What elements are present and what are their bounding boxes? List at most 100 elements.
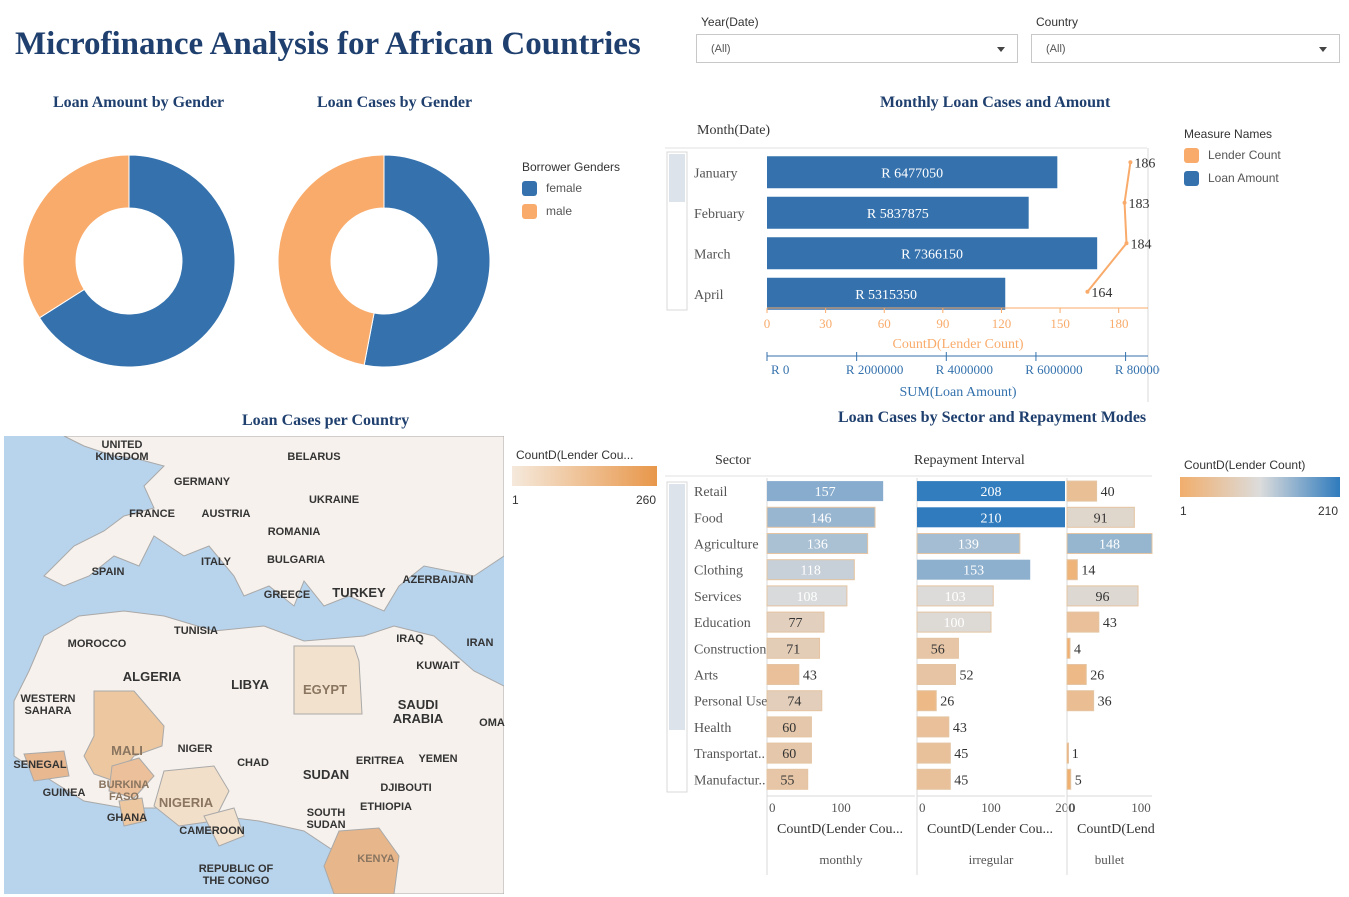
map-label: DJIBOUTI (380, 782, 432, 794)
legend-swatch (522, 204, 537, 220)
month-label: February (694, 207, 745, 222)
lender-count-point[interactable] (1124, 241, 1129, 246)
sector-bar[interactable] (916, 611, 992, 633)
sector-bar-label: 91 (1094, 511, 1108, 526)
sector-bar[interactable] (916, 664, 956, 685)
sector-bar-label: 74 (787, 695, 801, 710)
sector-axis-label: CountD(Lender Cou... (777, 822, 903, 837)
loan-amount-bar[interactable] (767, 196, 1029, 229)
sector-bar[interactable] (916, 716, 950, 738)
sector-bar[interactable] (1066, 559, 1078, 581)
sector-label: Construction (694, 642, 766, 657)
sector-legend-max: 210 (1318, 504, 1339, 518)
sector-bar[interactable] (766, 742, 812, 764)
lender-count-point[interactable] (1085, 289, 1090, 294)
lender-count-point[interactable] (1128, 160, 1133, 165)
legend-item-loan-amount[interactable]: Loan Amount (1184, 171, 1279, 187)
map-label: WESTERN SAHARA (20, 693, 76, 717)
year-filter-dropdown[interactable]: (All) (696, 34, 1018, 63)
sector-bar[interactable] (766, 585, 848, 607)
sector-bar[interactable] (1066, 768, 1072, 790)
loan-amount-label: R 6477050 (881, 166, 943, 181)
scrollbar-thumb[interactable] (669, 484, 685, 730)
sector-bar[interactable] (1066, 533, 1153, 554)
month-row-header: Month(Date) (697, 123, 771, 138)
sector-bar[interactable] (916, 637, 959, 659)
legend-item-lender-count[interactable]: Lender Count (1184, 148, 1281, 164)
country-map[interactable] (4, 436, 504, 894)
map-label: ERITREA (355, 755, 405, 767)
map-label: GHANA (106, 812, 148, 824)
sector-bar[interactable] (1066, 637, 1071, 659)
sector-axis-tick: 100 (981, 800, 1001, 815)
sector-bar[interactable] (766, 716, 812, 738)
map-label: KUWAIT (416, 660, 460, 672)
country-filter-dropdown[interactable]: (All) (1031, 34, 1340, 63)
sector-bar[interactable] (916, 585, 994, 607)
sector-bar[interactable] (917, 507, 1065, 528)
map-label: UKRAINE (308, 494, 360, 506)
sector-bar-label: 56 (931, 642, 945, 657)
sector-bar[interactable] (766, 637, 821, 659)
sector-bar[interactable] (917, 481, 1065, 502)
slice-female[interactable] (38, 154, 236, 368)
map-label: SUDAN (302, 767, 350, 782)
sector-bar[interactable] (766, 506, 876, 528)
map-label: GUINEA (42, 787, 86, 799)
slice-female[interactable] (363, 154, 491, 368)
map-label: UNITED KINGDOM (95, 439, 149, 463)
map-label: REPUBLIC OF THE CONGO (198, 863, 274, 887)
sector-bar[interactable] (1066, 742, 1069, 764)
loan-amount-bar[interactable] (767, 277, 1006, 310)
sector-bar[interactable] (1066, 480, 1098, 502)
sector-bar[interactable] (1066, 585, 1139, 607)
sector-bar-label: 36 (1098, 695, 1112, 710)
chevron-down-icon (997, 47, 1005, 52)
map-title: Loan Cases per Country (242, 412, 410, 429)
loan-cases-gender-title: Loan Cases by Gender (317, 94, 473, 111)
count-axis-tick: 180 (1109, 316, 1129, 331)
sector-bar[interactable] (766, 533, 869, 554)
sector-label: Transportat.. (694, 747, 765, 762)
map-label: ROMANIA (267, 526, 321, 538)
sector-bar-label: 1 (1072, 747, 1079, 762)
lender-count-point[interactable] (1122, 200, 1127, 205)
sector-bar[interactable] (916, 768, 951, 790)
sector-bar[interactable] (766, 664, 800, 685)
legend-item-male[interactable]: male (522, 204, 572, 220)
map-label: BELARUS (287, 451, 341, 463)
sector-bar[interactable] (767, 481, 884, 502)
sector-label: Retail (694, 485, 728, 500)
sector-bar[interactable] (766, 611, 825, 633)
sector-bar[interactable] (1066, 611, 1100, 633)
sector-label: Food (694, 511, 723, 526)
sector-bar[interactable] (1066, 506, 1135, 528)
sector-bar[interactable] (916, 742, 951, 764)
map-label: BULGARIA (266, 554, 326, 566)
legend-item-female[interactable]: female (522, 181, 582, 197)
loan-amount-bar[interactable] (767, 156, 1058, 189)
sector-bar[interactable] (766, 768, 809, 790)
map-label: FRANCE (129, 508, 175, 520)
scrollbar-thumb[interactable] (669, 154, 685, 202)
map-legend-max: 260 (636, 493, 657, 507)
sector-bar[interactable] (1066, 690, 1095, 712)
repayment-mode-label: irregular (969, 852, 1014, 867)
chevron-down-icon (1319, 47, 1327, 52)
sector-bar-label: 118 (800, 564, 820, 579)
sector-bar[interactable] (766, 559, 855, 581)
sector-bar[interactable] (916, 690, 937, 712)
page-title: Microfinance Analysis for African Countr… (15, 26, 641, 62)
loan-amount-bar[interactable] (767, 237, 1098, 270)
measure-legend-title: Measure Names (1184, 127, 1273, 141)
sector-bar[interactable] (1066, 664, 1087, 685)
sector-bar[interactable] (917, 559, 1031, 580)
sector-bar[interactable] (766, 690, 823, 712)
sector-bar-label: 103 (945, 590, 966, 605)
slice-male[interactable] (277, 154, 385, 366)
slice-male[interactable] (22, 154, 130, 319)
count-axis-label: CountD(Lender Count) (892, 337, 1023, 352)
sector-label: Personal Use (694, 695, 768, 710)
sector-bar[interactable] (916, 533, 1021, 554)
country-senegal (23, 750, 70, 782)
